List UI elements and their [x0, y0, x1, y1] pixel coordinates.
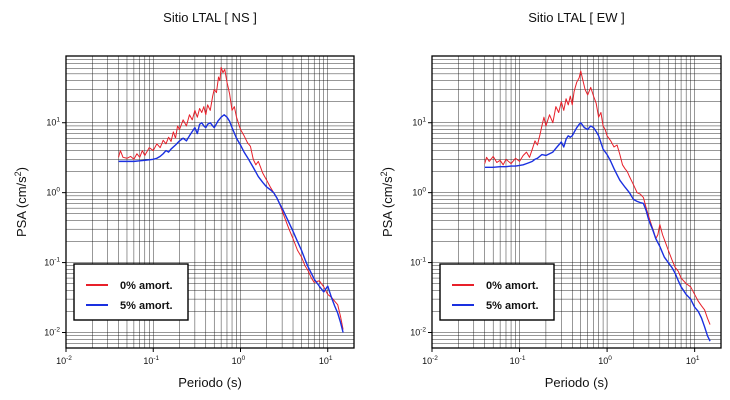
x-tick-label: 10-2	[56, 355, 72, 366]
x-tick-label: 100	[232, 355, 246, 366]
x-tick-label: 10-2	[422, 355, 438, 366]
chart-panel-1: Sitio LTAL [ NS ] 10-2 10-1 100 101 10-2 10-1 1…	[13, 10, 355, 390]
chart-panel-2: Sitio LTAL [ EW ] 10-2 10-1 100 101 10-2 10-1 1…	[379, 10, 722, 390]
y-tick-label: 101	[46, 117, 60, 128]
y-tick-label: 101	[412, 117, 426, 128]
x-tick-label: 10-1	[510, 355, 526, 366]
y-tick-label: 100	[412, 187, 426, 198]
x-tick-label: 101	[686, 355, 700, 366]
y-tick-label: 100	[46, 187, 60, 198]
legend-label: 5% amort.	[486, 300, 539, 312]
plot-frame	[65, 55, 355, 349]
legend-box	[73, 263, 189, 321]
x-tick-label: 100	[598, 355, 612, 366]
x-tick-label: 10-1	[143, 355, 159, 366]
series-line-blue	[118, 114, 344, 333]
legend-label: 0% amort.	[486, 280, 539, 292]
y-axis-label: PSA (cm/s2)	[379, 167, 395, 237]
series-line-blue	[484, 122, 711, 342]
x-axis-label: Periodo (s)	[178, 375, 242, 390]
legend-box	[439, 263, 555, 321]
chart-title: Sitio LTAL [ EW ]	[528, 10, 625, 25]
y-tick-label: 10-2	[410, 326, 426, 337]
legend: 0% amort. 5% amort.	[73, 263, 189, 321]
series-line-red	[484, 70, 711, 325]
x-tick-label: 101	[319, 355, 333, 366]
grid	[432, 56, 721, 348]
plot-frame	[431, 55, 722, 349]
y-tick-label: 10-2	[44, 326, 60, 337]
y-tick-label: 10-1	[410, 257, 426, 268]
y-tick-label: 10-1	[44, 257, 60, 268]
series-line-red	[118, 66, 344, 330]
legend-label: 5% amort.	[120, 300, 173, 312]
grid	[66, 56, 354, 348]
legend-label: 0% amort.	[120, 280, 173, 292]
chart-title: Sitio LTAL [ NS ]	[163, 10, 257, 25]
legend: 0% amort. 5% amort.	[439, 263, 555, 321]
y-axis-label: PSA (cm/s2)	[13, 167, 29, 237]
x-axis-label: Periodo (s)	[545, 375, 609, 390]
